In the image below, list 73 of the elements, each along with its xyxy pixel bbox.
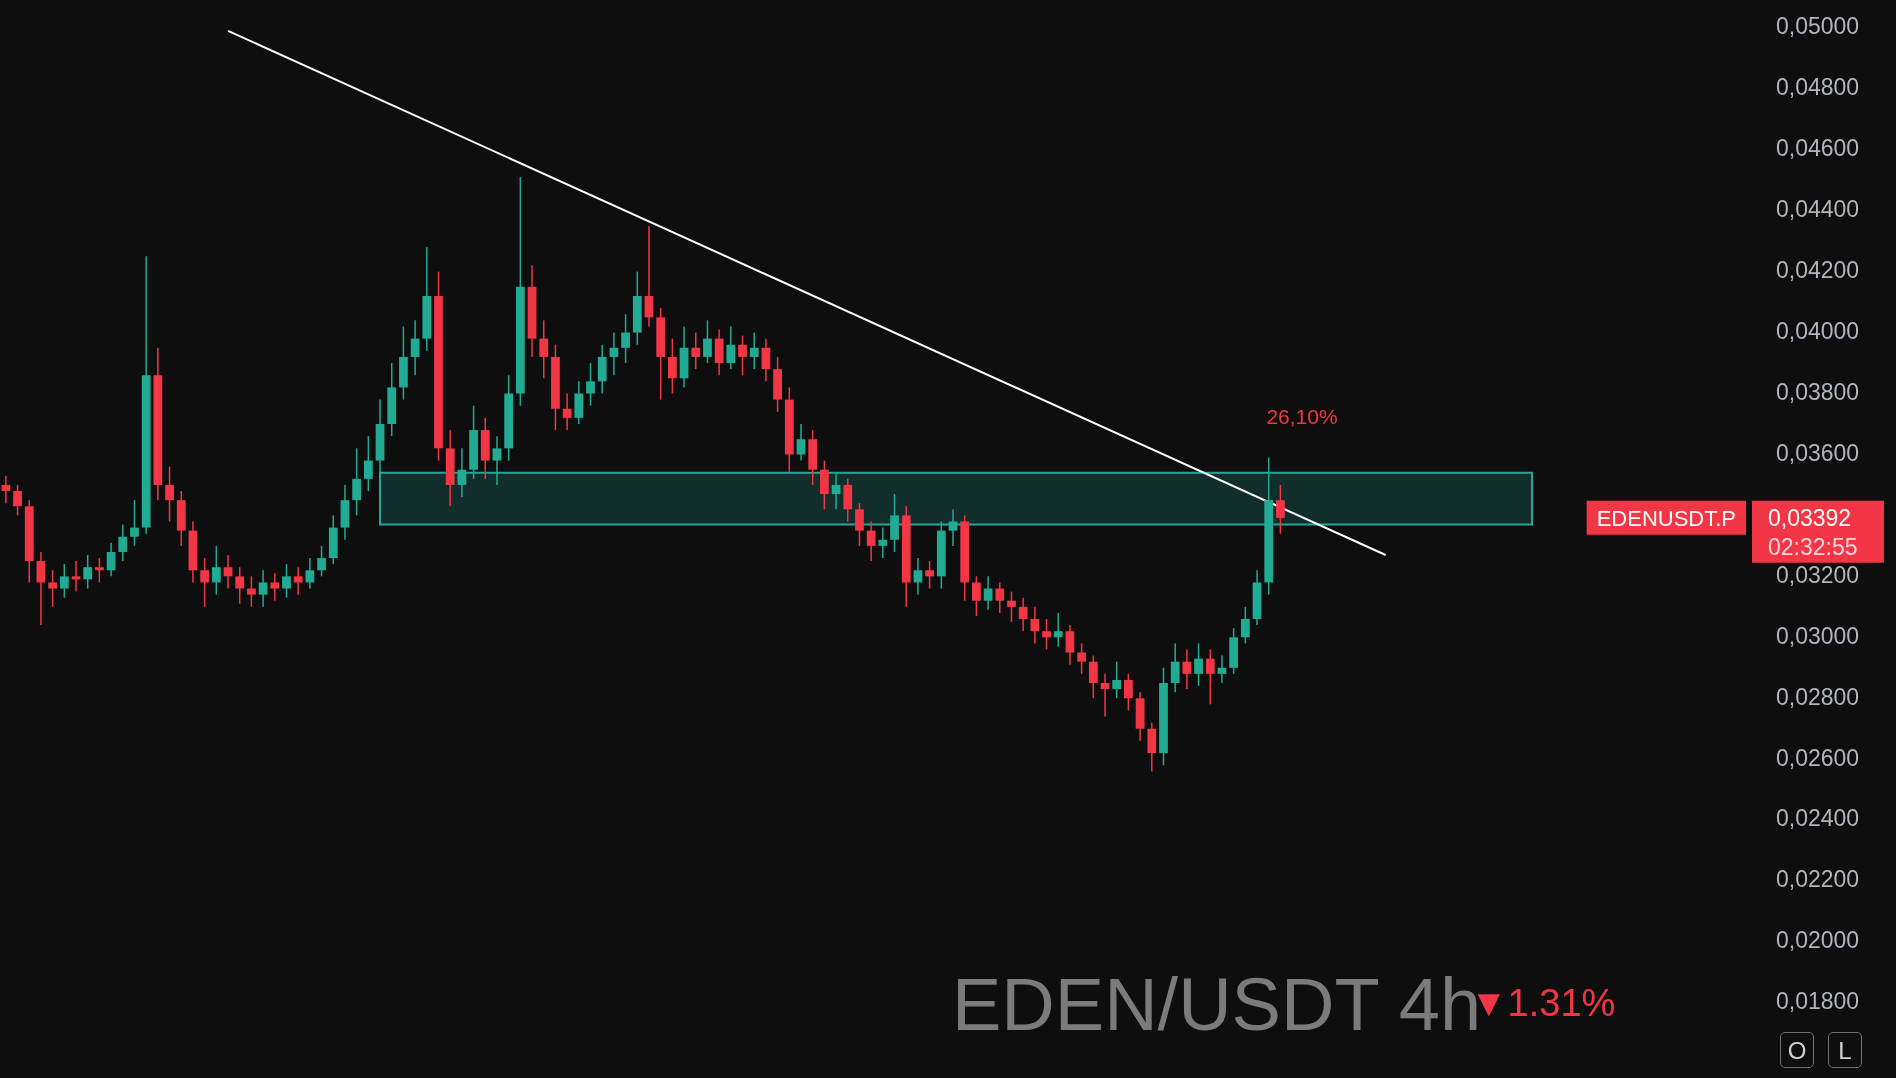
candlestick: [1240, 606, 1250, 645]
y-tick-label: 0,02200: [1776, 866, 1860, 893]
y-tick-label: 0,03000: [1776, 622, 1860, 649]
candlestick: [235, 566, 245, 605]
candlestick: [1205, 648, 1215, 706]
y-tick-label: 0,02800: [1776, 683, 1860, 710]
candlestick: [1077, 642, 1087, 675]
candlestick: [387, 362, 397, 437]
candlestick: [270, 572, 280, 602]
y-tick-label: 0,01800: [1776, 988, 1860, 1015]
text: 0,03392: [1768, 504, 1852, 531]
candlestick: [632, 270, 642, 346]
candlestick: [247, 575, 256, 608]
candlestick: [656, 307, 666, 401]
candlestick: [434, 270, 443, 462]
candlestick: [972, 575, 981, 617]
candlestick: [83, 554, 93, 590]
candlestick: [925, 560, 935, 590]
candlestick: [820, 459, 829, 511]
candlestick: [480, 417, 490, 480]
candlestick: [551, 343, 560, 431]
candlestick: [399, 325, 408, 401]
candlestick: [352, 447, 362, 517]
candlestick: [667, 337, 677, 395]
candlestick: [855, 502, 864, 547]
candlestick: [773, 356, 782, 413]
y-tick-label: 0,05000: [1776, 13, 1860, 40]
candlestick: [363, 435, 373, 492]
candlestick: [504, 374, 514, 462]
y-tick-label: 0,04000: [1776, 317, 1860, 344]
candlestick: [738, 334, 747, 376]
candlestick: [539, 319, 549, 380]
candlestick: [328, 514, 338, 565]
candlestick: [621, 313, 630, 364]
candlestick: [200, 557, 210, 608]
candlestick: [13, 484, 22, 517]
text: L: [1828, 1032, 1862, 1068]
annotation: 26,10%: [1266, 405, 1338, 428]
candlestick: [960, 514, 970, 602]
candlestick: [1112, 660, 1122, 699]
candlestick: [515, 176, 525, 407]
y-tick-label: 0,03800: [1776, 378, 1860, 405]
y-tick-label: 0,04400: [1776, 195, 1860, 222]
y-tick-label: 0,03600: [1776, 439, 1860, 466]
candlestick: [1007, 590, 1016, 623]
y-tick-label: 0,04200: [1776, 256, 1860, 283]
y-tick-label: 0,04600: [1776, 135, 1860, 162]
candlestick: [1159, 667, 1168, 767]
candlestick: [59, 563, 69, 599]
annotation: EDENUSDT.P: [1596, 505, 1736, 531]
candlestick: [808, 429, 818, 486]
y-tick-label: 0,04800: [1776, 74, 1860, 101]
candlestick: [1088, 654, 1098, 699]
y-tick-label: 0,02600: [1776, 744, 1860, 771]
candlestick: [211, 545, 221, 596]
y-tick-label: 0,03200: [1776, 561, 1860, 588]
candlestick: [586, 362, 595, 407]
candlestick: [130, 499, 139, 547]
candlestick: [784, 386, 794, 474]
candlestick: [1194, 642, 1203, 687]
candlestick: [165, 465, 174, 523]
text: 02:32:55: [1768, 533, 1858, 560]
candlestick: [1042, 618, 1051, 651]
y-tick-label: 0,02400: [1776, 805, 1860, 832]
candlestick: [282, 563, 291, 599]
candlestick: [48, 569, 58, 608]
candlestick: [703, 319, 712, 364]
y-tick-label: 0,02000: [1776, 927, 1860, 954]
candlestick: [1229, 627, 1239, 675]
candlestick: [317, 545, 326, 578]
text: O: [1780, 1032, 1814, 1068]
candlestick: [1276, 484, 1285, 535]
candlestick: [1124, 673, 1133, 712]
